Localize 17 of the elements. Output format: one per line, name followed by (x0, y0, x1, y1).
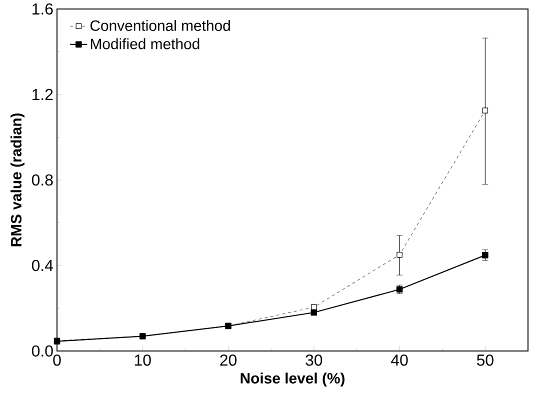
legend-label: Conventional method (90, 20, 230, 31)
x-tick-label: 30 (306, 354, 322, 366)
x-tick-label: 40 (391, 354, 408, 366)
y-tick-label: 0.8 (32, 174, 53, 186)
x-tick-label: 20 (220, 354, 237, 366)
x-tick-label: 10 (134, 354, 151, 366)
x-axis-title: Noise level (%) (240, 372, 344, 387)
y-axis-title: RMS value (radian) (10, 113, 24, 246)
x-tick-label: 50 (476, 354, 494, 366)
point (310, 309, 318, 316)
legend-label: Modified method (90, 38, 200, 50)
point (482, 252, 488, 258)
x-tick-label: 0 (53, 354, 61, 366)
y-tick-label: 1.6 (32, 3, 53, 15)
y-tick-label: 1.2 (32, 88, 53, 100)
y-tick-label: 0.4 (32, 260, 54, 272)
y-tick-label: 0.0 (32, 345, 53, 357)
